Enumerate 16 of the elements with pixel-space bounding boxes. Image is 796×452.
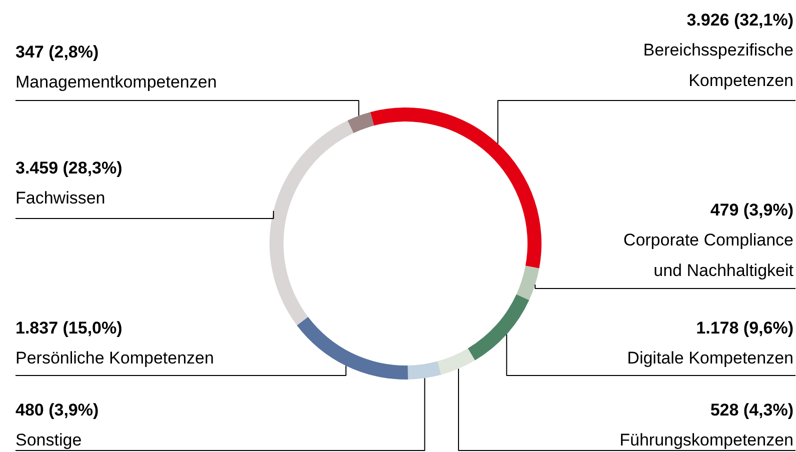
data-label: 347 (2,8%) (16, 42, 99, 62)
data-label: 3.459 (28,3%) (16, 158, 122, 178)
slice-label: Führungskompetenzen (620, 430, 794, 450)
slice-label: Managementkompetenzen (16, 72, 217, 92)
slice-label: Bereichsspezifische Kompetenzen (643, 40, 794, 90)
data-label: 480 (3,9%) (16, 400, 99, 420)
slice-label: Persönliche Kompetenzen (16, 348, 214, 368)
slice-label: Digitale Kompetenzen (627, 348, 794, 368)
data-label: 1.178 (9,6%) (696, 318, 794, 338)
slice-label: Sonstige (16, 430, 82, 450)
slice-label: Fachwissen (16, 188, 106, 208)
data-label: 528 (4,3%) (710, 400, 794, 420)
data-label: 479 (3,9%) (710, 200, 794, 220)
data-label: 1.837 (15,0%) (16, 318, 122, 338)
data-label: 3.926 (32,1%) (686, 10, 794, 30)
slice-label: Corporate Compliance und Nachhaltigkeit (623, 230, 794, 280)
